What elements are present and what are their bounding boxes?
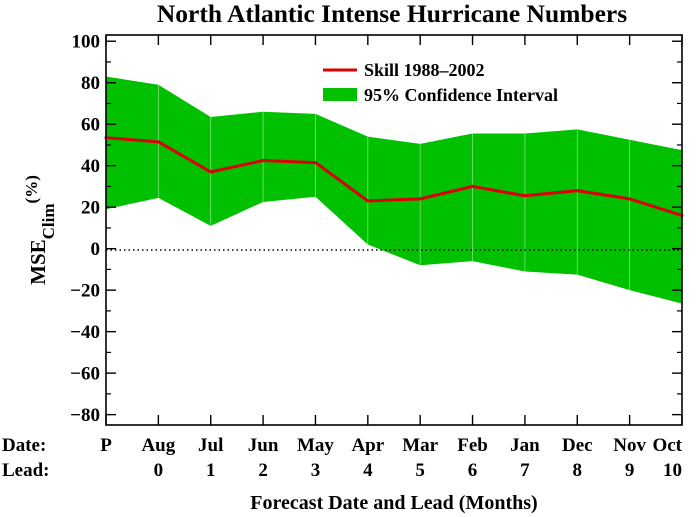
- y-tick-label: −80: [70, 405, 100, 426]
- x-tick-label-lead: 9: [625, 460, 635, 481]
- x-tick-label-date: Apr: [351, 435, 384, 456]
- y-axis-label: MSEClim(%): [22, 175, 58, 285]
- skill-point: [366, 199, 370, 203]
- legend-band-swatch: [323, 88, 357, 101]
- skill-point: [575, 189, 579, 193]
- x-tick-label-lead: 4: [363, 460, 373, 481]
- legend-label-skill: Skill 1988–2002: [364, 60, 485, 80]
- x-tick-label-lead: 2: [258, 460, 268, 481]
- plot-frame: [105, 34, 683, 426]
- x-tick-label-date: Feb: [457, 435, 488, 456]
- x-tick-label-lead: 3: [311, 460, 321, 481]
- date-row-label: Date:: [2, 435, 46, 456]
- skill-point: [418, 197, 422, 201]
- chart-title: North Atlantic Intense Hurricane Numbers: [157, 0, 627, 28]
- confidence-band-layer: [106, 76, 682, 304]
- x-tick-label-date: Nov: [613, 435, 646, 456]
- x-tick-label-date: Dec: [562, 435, 593, 456]
- skill-point: [156, 140, 160, 144]
- x-tick-label-lead: 7: [520, 460, 530, 481]
- skill-point: [523, 194, 527, 198]
- band-vertex-lines: [157, 84, 631, 291]
- y-tick-label: 100: [72, 32, 101, 53]
- y-axis: −80 −60 −40 −20 0 20 40 60 80 100: [70, 32, 682, 426]
- skill-point: [209, 170, 213, 174]
- x-tick-label-date: Mar: [402, 435, 438, 456]
- y-axis-label-subscript: Clim: [39, 203, 58, 239]
- y-tick-label: −40: [70, 322, 100, 343]
- y-axis-label-unit: (%): [22, 175, 41, 203]
- legend: Skill 1988–2002 95% Confidence Interval: [323, 60, 558, 105]
- x-tick-label-date: Jul: [198, 435, 223, 456]
- x-tick-label-lead: 5: [415, 460, 425, 481]
- y-axis-label-main: MSE: [26, 239, 50, 285]
- legend-label-confidence: 95% Confidence Interval: [364, 85, 558, 105]
- x-tick-label-lead: 8: [573, 460, 583, 481]
- skill-point: [628, 197, 632, 201]
- skill-point: [313, 161, 317, 165]
- x-tick-label-date: May: [297, 435, 334, 456]
- y-tick-label: 60: [81, 115, 100, 136]
- y-tick-label: −60: [70, 364, 100, 385]
- y-tick-label: 40: [81, 156, 100, 177]
- y-tick-label: 0: [91, 239, 101, 260]
- x-tick-label-date: Oct: [652, 435, 682, 456]
- x-tick-label-lead: 10: [663, 460, 682, 481]
- x-tick-label-lead: 0: [154, 460, 164, 481]
- confidence-band: [106, 76, 682, 304]
- x-tick-label-date: Jan: [510, 435, 540, 456]
- y-tick-label: 20: [81, 198, 100, 219]
- x-axis: P Aug 0 Jul 1 Jun 2 May 3 Apr 4 Mar 5 Feb 6 Jan 7 Dec 8 Nov…: [100, 35, 683, 481]
- x-tick-label-lead: 1: [206, 460, 216, 481]
- x-tick-label-date: Jun: [248, 435, 279, 456]
- skill-point: [261, 159, 265, 163]
- x-tick-label-date: Aug: [141, 435, 175, 456]
- y-tick-label: −20: [70, 281, 100, 302]
- skill-line: [105, 136, 683, 217]
- x-axis-label: Forecast Date and Lead (Months): [250, 492, 537, 514]
- x-tick-label-lead: 6: [468, 460, 478, 481]
- lead-row-label: Lead:: [2, 460, 50, 481]
- x-tick-label-date: P: [100, 435, 112, 456]
- y-tick-label: 80: [81, 73, 100, 94]
- skill-point: [471, 184, 475, 188]
